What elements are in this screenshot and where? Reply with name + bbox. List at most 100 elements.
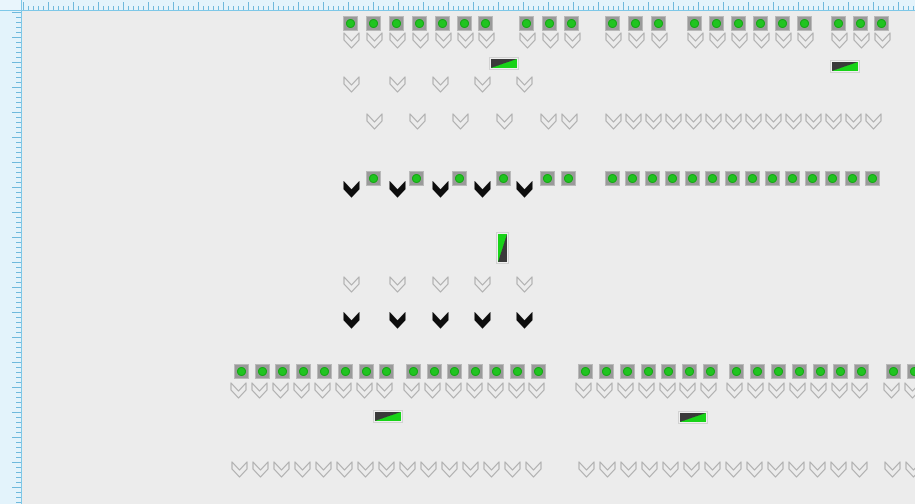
led-indicator[interactable] [605, 171, 620, 186]
led-indicator[interactable] [907, 364, 915, 379]
led-indicator[interactable] [797, 16, 812, 31]
double-chevron-down-icon[interactable] [683, 461, 700, 483]
double-chevron-down-icon[interactable] [605, 113, 622, 135]
double-chevron-down-icon[interactable] [709, 32, 726, 54]
led-indicator[interactable] [785, 171, 800, 186]
double-chevron-down-icon[interactable] [357, 461, 374, 483]
double-chevron-down-icon[interactable] [810, 382, 827, 404]
led-indicator[interactable] [452, 171, 467, 186]
led-indicator[interactable] [561, 171, 576, 186]
double-chevron-down-icon[interactable] [851, 461, 868, 483]
double-chevron-down-icon[interactable] [474, 276, 491, 298]
double-chevron-down-icon[interactable] [768, 382, 785, 404]
double-chevron-down-icon[interactable] [420, 461, 437, 483]
double-chevron-down-icon[interactable] [516, 76, 533, 98]
double-chevron-down-icon[interactable] [685, 113, 702, 135]
double-chevron-down-icon[interactable] [457, 32, 474, 54]
led-indicator[interactable] [731, 16, 746, 31]
horizontal-gauge[interactable] [489, 57, 519, 70]
led-indicator[interactable] [338, 364, 353, 379]
led-indicator[interactable] [886, 364, 901, 379]
led-indicator[interactable] [366, 16, 381, 31]
double-chevron-down-icon[interactable] [376, 382, 393, 404]
double-chevron-down-icon[interactable] [747, 382, 764, 404]
double-chevron-down-icon[interactable] [865, 113, 882, 135]
led-indicator[interactable] [771, 364, 786, 379]
double-chevron-down-icon[interactable] [231, 461, 248, 483]
led-indicator[interactable] [478, 16, 493, 31]
double-chevron-down-icon[interactable] [483, 461, 500, 483]
double-chevron-down-pressed-icon[interactable] [474, 181, 491, 203]
double-chevron-down-icon[interactable] [645, 113, 662, 135]
led-indicator[interactable] [685, 171, 700, 186]
led-indicator[interactable] [651, 16, 666, 31]
double-chevron-down-icon[interactable] [293, 382, 310, 404]
led-indicator[interactable] [564, 16, 579, 31]
led-indicator[interactable] [729, 364, 744, 379]
double-chevron-down-icon[interactable] [335, 382, 352, 404]
double-chevron-down-icon[interactable] [525, 461, 542, 483]
vertical-gauge[interactable] [496, 232, 509, 264]
double-chevron-down-icon[interactable] [825, 113, 842, 135]
led-indicator[interactable] [389, 16, 404, 31]
led-indicator[interactable] [687, 16, 702, 31]
double-chevron-down-icon[interactable] [432, 76, 449, 98]
double-chevron-down-icon[interactable] [445, 382, 462, 404]
double-chevron-down-icon[interactable] [651, 32, 668, 54]
led-indicator[interactable] [531, 364, 546, 379]
led-indicator[interactable] [665, 171, 680, 186]
led-indicator[interactable] [705, 171, 720, 186]
double-chevron-down-icon[interactable] [845, 113, 862, 135]
double-chevron-down-icon[interactable] [625, 113, 642, 135]
led-indicator[interactable] [625, 171, 640, 186]
double-chevron-down-icon[interactable] [366, 32, 383, 54]
led-indicator[interactable] [845, 171, 860, 186]
double-chevron-down-icon[interactable] [432, 276, 449, 298]
led-indicator[interactable] [725, 171, 740, 186]
double-chevron-down-icon[interactable] [314, 382, 331, 404]
led-indicator[interactable] [296, 364, 311, 379]
led-indicator[interactable] [379, 364, 394, 379]
horizontal-gauge[interactable] [678, 411, 708, 424]
double-chevron-down-pressed-icon[interactable] [343, 312, 360, 334]
double-chevron-down-icon[interactable] [578, 461, 595, 483]
double-chevron-down-icon[interactable] [767, 461, 784, 483]
led-indicator[interactable] [775, 16, 790, 31]
double-chevron-down-icon[interactable] [638, 382, 655, 404]
double-chevron-down-icon[interactable] [356, 382, 373, 404]
led-indicator[interactable] [813, 364, 828, 379]
double-chevron-down-icon[interactable] [789, 382, 806, 404]
double-chevron-down-icon[interactable] [788, 461, 805, 483]
design-surface[interactable] [23, 12, 915, 504]
double-chevron-down-icon[interactable] [315, 461, 332, 483]
horizontal-gauge[interactable] [830, 60, 860, 73]
double-chevron-down-icon[interactable] [853, 32, 870, 54]
double-chevron-down-icon[interactable] [874, 32, 891, 54]
double-chevron-down-icon[interactable] [599, 461, 616, 483]
led-indicator[interactable] [765, 171, 780, 186]
double-chevron-down-icon[interactable] [851, 382, 868, 404]
led-indicator[interactable] [628, 16, 643, 31]
double-chevron-down-pressed-icon[interactable] [474, 312, 491, 334]
led-indicator[interactable] [605, 16, 620, 31]
double-chevron-down-icon[interactable] [746, 461, 763, 483]
double-chevron-down-icon[interactable] [273, 461, 290, 483]
led-indicator[interactable] [645, 171, 660, 186]
double-chevron-down-icon[interactable] [474, 76, 491, 98]
double-chevron-down-icon[interactable] [830, 461, 847, 483]
double-chevron-down-icon[interactable] [542, 32, 559, 54]
double-chevron-down-icon[interactable] [343, 32, 360, 54]
double-chevron-down-icon[interactable] [561, 113, 578, 135]
double-chevron-down-icon[interactable] [765, 113, 782, 135]
led-indicator[interactable] [599, 364, 614, 379]
led-indicator[interactable] [750, 364, 765, 379]
led-indicator[interactable] [234, 364, 249, 379]
led-indicator[interactable] [489, 364, 504, 379]
double-chevron-down-pressed-icon[interactable] [432, 181, 449, 203]
led-indicator[interactable] [359, 364, 374, 379]
double-chevron-down-icon[interactable] [441, 461, 458, 483]
double-chevron-down-icon[interactable] [659, 382, 676, 404]
double-chevron-down-icon[interactable] [452, 113, 469, 135]
led-indicator[interactable] [703, 364, 718, 379]
led-indicator[interactable] [412, 16, 427, 31]
